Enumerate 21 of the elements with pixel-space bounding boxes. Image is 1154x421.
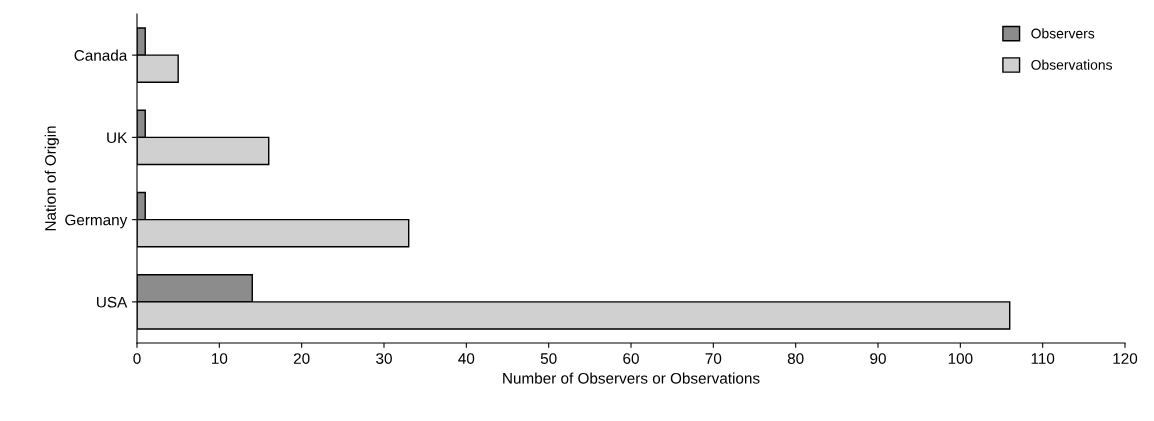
y-tick-label: Germany xyxy=(65,214,128,229)
x-tick-label: 50 xyxy=(540,353,557,364)
x-tick-label: 10 xyxy=(212,353,228,364)
x-tick-label: 90 xyxy=(870,353,886,364)
x-tick-label: 60 xyxy=(623,353,639,364)
x-tick-label: 20 xyxy=(293,353,310,364)
y-tick-label: USA xyxy=(97,296,128,308)
legend-label: Observations xyxy=(1031,59,1112,70)
x-tick-label: 120 xyxy=(1113,353,1138,364)
x-tick-label: 0 xyxy=(133,353,141,364)
x-tick-label: 40 xyxy=(458,353,475,364)
x-tick-label: 30 xyxy=(376,353,392,364)
x-tick-label: 110 xyxy=(1031,353,1055,364)
x-tick-label: 80 xyxy=(787,353,804,364)
x-tick-label: 100 xyxy=(948,353,973,364)
y-tick-label: Canada xyxy=(74,49,128,61)
legend-label: Observers xyxy=(1031,28,1095,39)
x-axis-title: Number of Observers or Observations xyxy=(503,372,760,384)
y-axis-title: Nation of Origin xyxy=(44,126,59,231)
y-tick-label: UK xyxy=(107,132,128,144)
x-tick-label: 70 xyxy=(705,353,722,364)
